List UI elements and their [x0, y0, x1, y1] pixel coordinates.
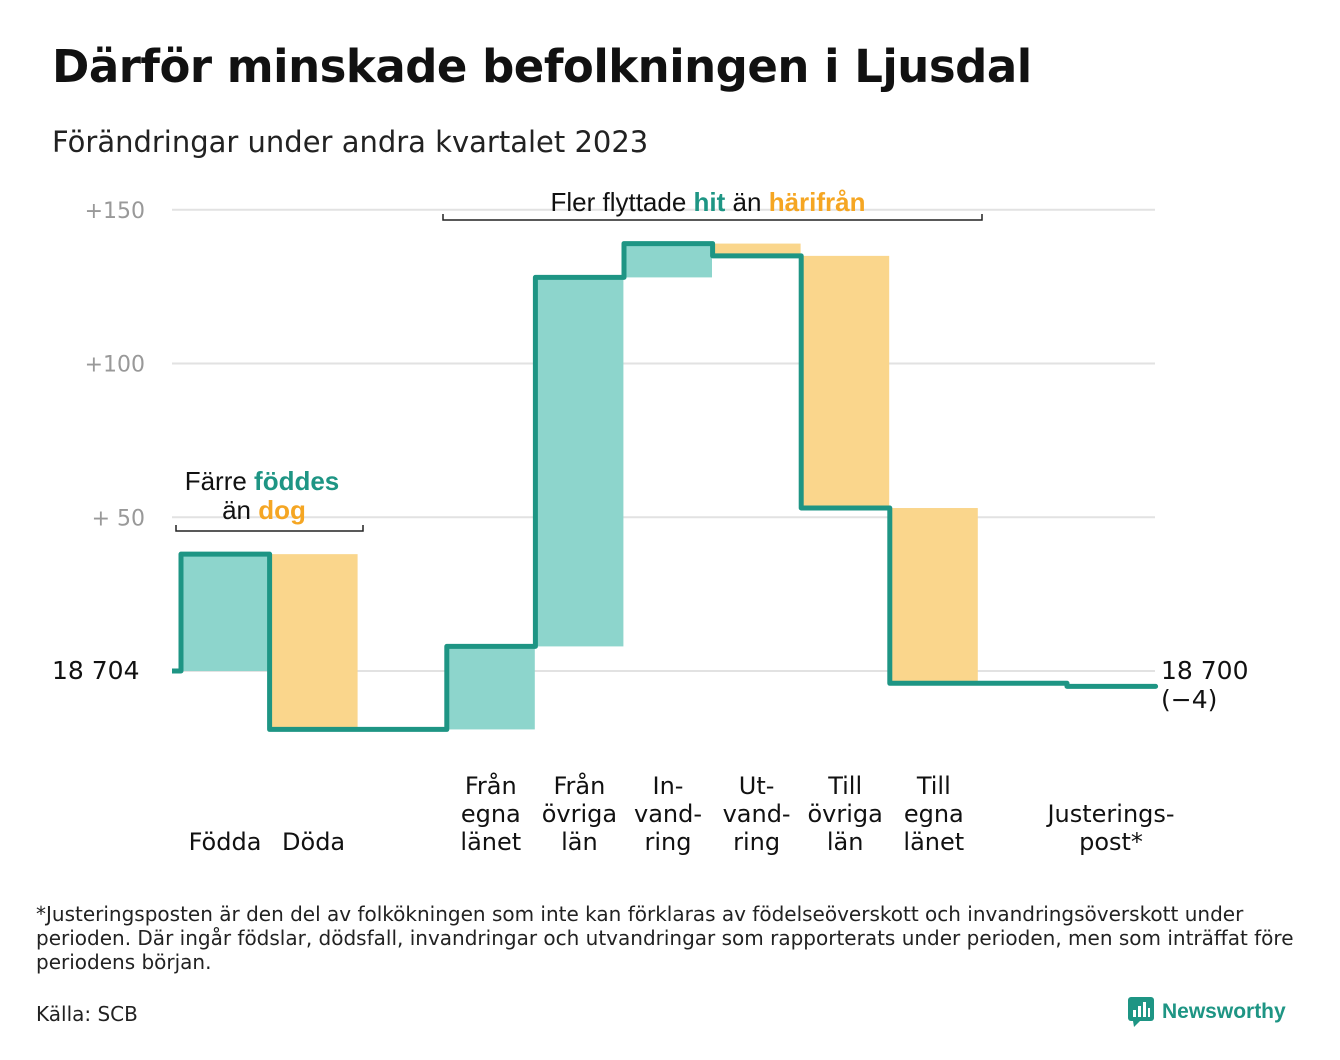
- y-tick-labels: +150 +100 + 50: [85, 199, 145, 532]
- category-label: Justerings-: [1045, 800, 1174, 828]
- category-label: län: [561, 828, 598, 856]
- category-label: egna: [904, 800, 964, 828]
- category-label: län: [827, 828, 864, 856]
- brand-name: Newsworthy: [1162, 1000, 1286, 1023]
- annotation-part: dog: [258, 495, 306, 525]
- category-label: Från: [553, 771, 605, 800]
- page-subtitle: Förändringar under andra kvartalet 2023: [52, 125, 649, 159]
- category-label: Ut-: [739, 772, 775, 800]
- category-label: länet: [903, 828, 964, 856]
- category-label: vand-: [634, 800, 702, 828]
- page-title: Därför minskade befolkningen i Ljusdal: [52, 40, 1032, 93]
- annotation-part: hit: [694, 187, 726, 217]
- start-value-label: 18 704: [52, 656, 139, 685]
- category-label: ring: [645, 828, 692, 856]
- category-label: egna: [461, 800, 521, 828]
- bar-Till egna länet: [889, 508, 978, 684]
- category-label: vand-: [723, 800, 791, 828]
- annotation-bracket: [442, 214, 983, 221]
- end-change-label: (−4): [1161, 685, 1217, 714]
- waterfall-chart: +150+100+ 50 Födda DödaFrånegnalänetFrånö…: [52, 187, 1248, 856]
- bar-Från egna länet: [446, 646, 535, 730]
- category-label: övriga: [808, 800, 883, 828]
- annotation-part: föddes: [254, 466, 339, 496]
- annotation-part: Fler flyttade: [550, 187, 693, 217]
- category-label: Födda: [189, 828, 262, 856]
- bar-Invandring: [624, 243, 712, 278]
- annotation-part: än: [222, 495, 258, 525]
- end-labels: 18 704 18 700(−4): [52, 656, 1248, 714]
- annotation-part: än: [725, 187, 768, 217]
- category-label: övriga: [542, 800, 617, 828]
- category-label: ring: [733, 828, 780, 856]
- bar-Utvandring: [712, 243, 801, 256]
- bars: [181, 243, 978, 730]
- category-label: Till: [827, 772, 862, 800]
- y-tick-label: + 50: [92, 506, 145, 531]
- annotation-births-deaths: Färre föddes: [185, 466, 340, 496]
- category-label: Till: [916, 772, 951, 800]
- category-label: Döda: [282, 828, 345, 856]
- category-label: Från: [465, 771, 517, 800]
- category-label: länet: [460, 828, 521, 856]
- annotation-births-deaths-line2: än dog: [222, 495, 306, 525]
- bar-Döda: [269, 554, 358, 730]
- brand-logo: Newsworthy: [1128, 997, 1286, 1027]
- step-line: [172, 241, 1159, 732]
- newsworthy-logo-icon: [1128, 997, 1154, 1027]
- category-labels: Födda DödaFrånegnalänetFrånövrigalänIn-va…: [189, 771, 1175, 856]
- category-label: post*: [1079, 828, 1143, 856]
- annotation-migration: Fler flyttade hit än härifrån: [550, 187, 865, 217]
- source: Källa: SCB: [36, 1002, 138, 1026]
- y-tick-label: +150: [85, 199, 145, 224]
- bar-Födda: [181, 554, 269, 671]
- bar-Från övriga län: [535, 277, 624, 647]
- annotation-part: Färre: [185, 466, 254, 496]
- annotation-part: härifrån: [769, 187, 866, 217]
- footnote: *Justeringsposten är den del av folkökni…: [36, 902, 1294, 974]
- y-tick-label: +100: [85, 353, 145, 378]
- end-value-label: 18 700: [1161, 656, 1248, 685]
- category-label: In-: [653, 772, 684, 800]
- bar-Till övriga län: [801, 255, 890, 509]
- annotation-bracket: [175, 525, 364, 532]
